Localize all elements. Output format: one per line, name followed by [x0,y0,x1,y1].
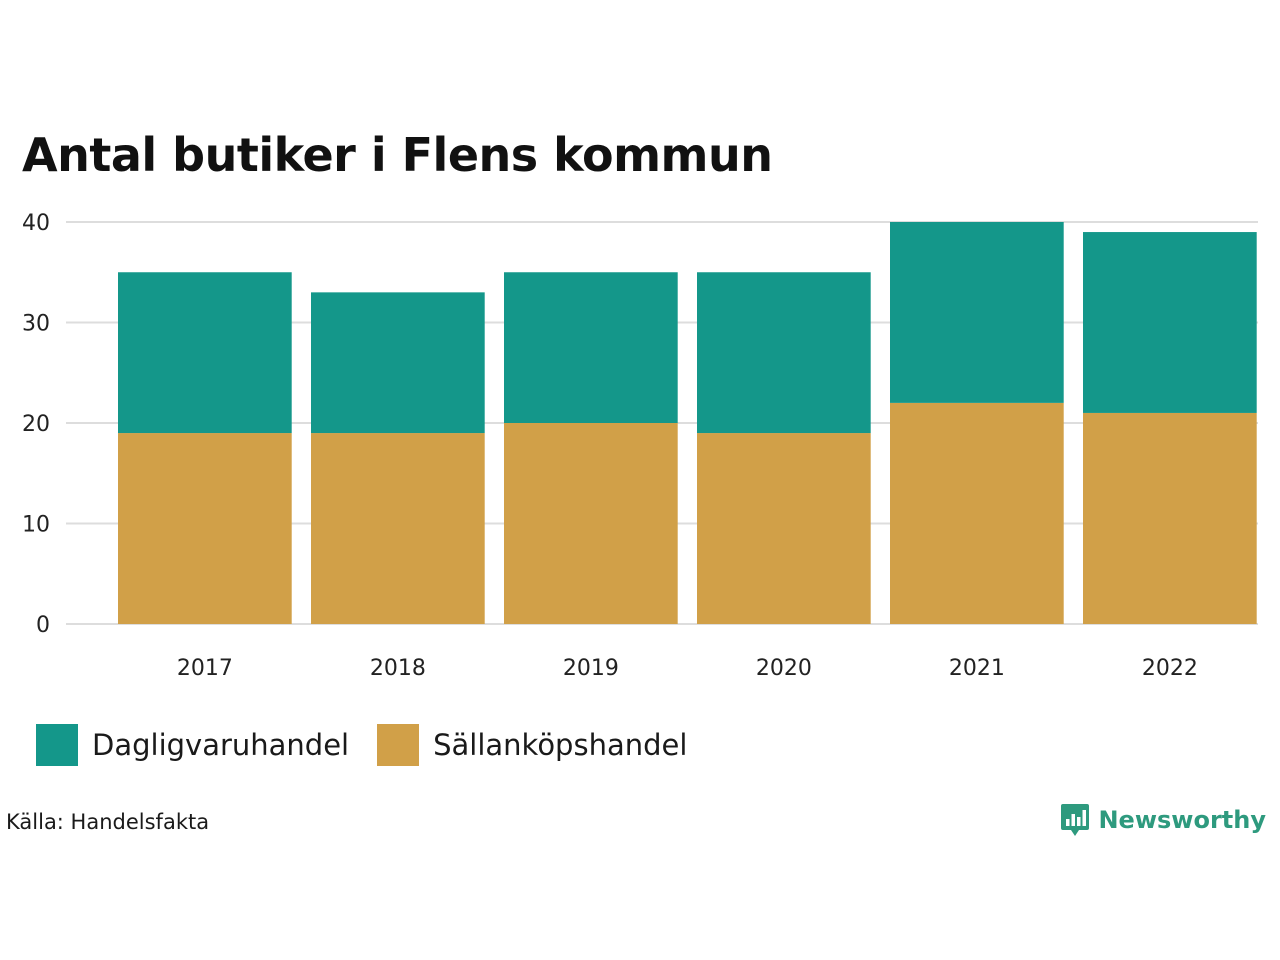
legend: Dagligvaruhandel Sällanköpshandel [36,724,715,766]
legend-swatch-dagligvaruhandel [36,724,78,766]
bar-2017-dagligvaruhandel [118,272,292,434]
x-tick-label-2018: 2018 [370,656,426,681]
x-tick-label-2017: 2017 [177,656,233,681]
bar-2022-dagligvaruhandel [1083,232,1257,413]
chart-title: Antal butiker i Flens kommun [22,128,773,182]
bars [118,222,1257,624]
y-tick-label-20: 20 [22,412,50,437]
bar-2022-sällanköpshandel [1083,412,1257,624]
legend-label-dagligvaruhandel: Dagligvaruhandel [92,728,350,762]
y-tick-label-40: 40 [22,211,50,236]
bar-2019-dagligvaruhandel [504,272,678,423]
x-tick-label-2020: 2020 [756,656,812,681]
bar-2021-dagligvaruhandel [890,222,1064,403]
legend-item-sallankopshandel: Sällanköpshandel [377,724,687,766]
x-axis: 2017 2018 2019 2020 2021 2022 [177,656,1198,681]
y-tick-label-30: 30 [22,312,50,337]
y-axis: 0 10 20 30 40 [22,211,50,638]
legend-swatch-sallankopshandel [377,724,420,766]
bar-2018-sällanköpshandel [311,433,485,624]
newsworthy-logo-icon [1061,804,1090,836]
brand-name: Newsworthy [1098,806,1266,834]
y-tick-label-10: 10 [22,513,50,538]
bar-2017-sällanköpshandel [118,433,292,624]
x-tick-label-2022: 2022 [1142,656,1198,681]
bar-2018-dagligvaruhandel [311,292,485,434]
legend-item-dagligvaruhandel: Dagligvaruhandel [36,724,349,766]
bar-2019-sällanköpshandel [504,423,678,624]
x-tick-label-2021: 2021 [949,656,1005,681]
source-note: Källa: Handelsfakta [6,810,210,834]
x-tick-label-2019: 2019 [563,656,619,681]
brand-logo: Newsworthy [1060,802,1266,838]
stacked-bar-chart: 0 10 20 30 40 2017 2018 2019 2020 2021 2022 [22,211,1258,681]
bar-2021-sällanköpshandel [890,402,1064,624]
y-tick-label-0: 0 [36,613,50,638]
bar-2020-sällanköpshandel [697,433,871,624]
legend-label-sallankopshandel: Sällanköpshandel [433,728,688,762]
bar-2020-dagligvaruhandel [697,272,871,434]
